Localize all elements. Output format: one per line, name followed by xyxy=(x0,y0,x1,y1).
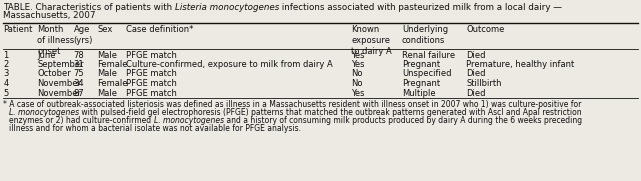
Text: No: No xyxy=(351,70,363,79)
Text: 78: 78 xyxy=(74,50,85,60)
Text: Died: Died xyxy=(466,89,485,98)
Text: Sex: Sex xyxy=(97,25,113,34)
Text: June: June xyxy=(37,50,56,60)
Text: L. monocytogenes: L. monocytogenes xyxy=(9,108,79,117)
Text: Yes: Yes xyxy=(351,60,365,69)
Text: enzymes or 2) had culture-confirmed: enzymes or 2) had culture-confirmed xyxy=(9,116,153,125)
Text: Female: Female xyxy=(97,79,128,88)
Text: Listeria monocytogenes: Listeria monocytogenes xyxy=(175,3,279,12)
Text: Pregnant: Pregnant xyxy=(402,60,440,69)
Text: TABLE. Characteristics of patients with: TABLE. Characteristics of patients with xyxy=(3,3,175,12)
Text: Died: Died xyxy=(466,70,485,79)
Text: Yes: Yes xyxy=(351,50,365,60)
Text: September: September xyxy=(37,60,84,69)
Text: * A case of outbreak-associated listeriosis was defined as illness in a Massachu: * A case of outbreak-associated listerio… xyxy=(3,100,581,109)
Text: Patient: Patient xyxy=(3,25,33,34)
Text: infections associated with pasteurized milk from a local dairy —: infections associated with pasteurized m… xyxy=(279,3,562,12)
Text: PFGE match: PFGE match xyxy=(126,79,176,88)
Text: Unspecified: Unspecified xyxy=(402,70,451,79)
Text: Female: Female xyxy=(97,60,128,69)
Text: Pregnant: Pregnant xyxy=(402,79,440,88)
Text: Massachusetts, 2007: Massachusetts, 2007 xyxy=(3,11,96,20)
Text: Culture-confirmed, exposure to milk from dairy A: Culture-confirmed, exposure to milk from… xyxy=(126,60,333,69)
Text: Case definition*: Case definition* xyxy=(126,25,193,34)
Text: and a history of consuming milk products produced by dairy A during the 6 weeks : and a history of consuming milk products… xyxy=(224,116,582,125)
Text: Premature, healthy infant: Premature, healthy infant xyxy=(466,60,574,69)
Text: 5: 5 xyxy=(3,89,8,98)
Text: PFGE match: PFGE match xyxy=(126,89,176,98)
Text: PFGE match: PFGE match xyxy=(126,50,176,60)
Text: 1: 1 xyxy=(3,50,8,60)
Text: 4: 4 xyxy=(3,79,8,88)
Text: 34: 34 xyxy=(74,79,85,88)
Text: November: November xyxy=(37,89,81,98)
Text: 2: 2 xyxy=(3,60,8,69)
Text: L. monocytogenes: L. monocytogenes xyxy=(153,116,224,125)
Text: November: November xyxy=(37,79,81,88)
Text: PFGE match: PFGE match xyxy=(126,70,176,79)
Text: Yes: Yes xyxy=(351,89,365,98)
Text: with pulsed-field gel electrophoresis (PFGE) patterns that matched the outbreak : with pulsed-field gel electrophoresis (P… xyxy=(79,108,582,117)
Text: Age
(yrs): Age (yrs) xyxy=(74,25,93,45)
Text: Male: Male xyxy=(97,50,117,60)
Text: Multiple: Multiple xyxy=(402,89,435,98)
Text: 75: 75 xyxy=(74,70,85,79)
Text: October: October xyxy=(37,70,71,79)
Text: Underlying
conditions: Underlying conditions xyxy=(402,25,448,45)
Text: Stillbirth: Stillbirth xyxy=(466,79,501,88)
Text: illness and for whom a bacterial isolate was not available for PFGE analysis.: illness and for whom a bacterial isolate… xyxy=(9,124,301,133)
Text: Renal failure: Renal failure xyxy=(402,50,455,60)
Text: 3: 3 xyxy=(3,70,8,79)
Text: Month
of illness
onset: Month of illness onset xyxy=(37,25,74,56)
Text: No: No xyxy=(351,79,363,88)
Text: Known
exposure
to dairy A: Known exposure to dairy A xyxy=(351,25,392,56)
Text: Died: Died xyxy=(466,50,485,60)
Text: Male: Male xyxy=(97,89,117,98)
Text: Outcome: Outcome xyxy=(466,25,504,34)
Text: 87: 87 xyxy=(74,89,85,98)
Text: Male: Male xyxy=(97,70,117,79)
Text: 31: 31 xyxy=(74,60,85,69)
